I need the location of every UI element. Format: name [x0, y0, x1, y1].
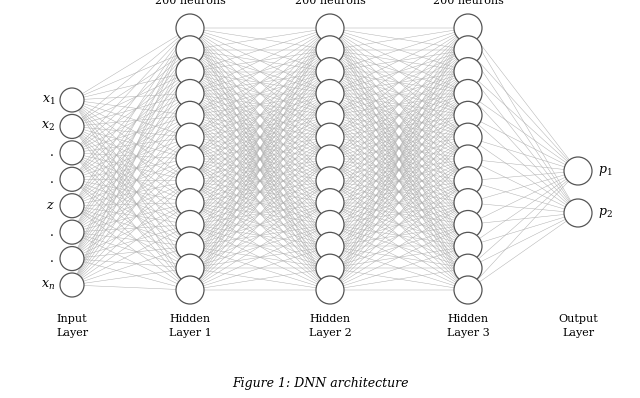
Circle shape — [454, 123, 482, 151]
Text: Figure 1: DNN architecture: Figure 1: DNN architecture — [232, 377, 408, 390]
Circle shape — [454, 254, 482, 282]
Circle shape — [454, 58, 482, 86]
Text: .: . — [50, 146, 54, 159]
Circle shape — [454, 36, 482, 64]
Circle shape — [176, 254, 204, 282]
Circle shape — [60, 167, 84, 191]
Circle shape — [60, 247, 84, 271]
Circle shape — [454, 211, 482, 238]
Circle shape — [60, 115, 84, 139]
Circle shape — [454, 189, 482, 217]
Circle shape — [176, 36, 204, 64]
Circle shape — [454, 232, 482, 260]
Circle shape — [564, 157, 592, 185]
Circle shape — [454, 80, 482, 107]
Circle shape — [176, 211, 204, 238]
Text: $x_n$: $x_n$ — [41, 279, 55, 292]
Text: .: . — [50, 226, 54, 239]
Circle shape — [316, 167, 344, 195]
Text: .: . — [50, 252, 54, 265]
Text: Output
Layer: Output Layer — [558, 314, 598, 338]
Circle shape — [316, 254, 344, 282]
Circle shape — [176, 232, 204, 260]
Text: Hidden
Layer 2: Hidden Layer 2 — [308, 314, 351, 338]
Circle shape — [316, 58, 344, 86]
Circle shape — [60, 194, 84, 218]
Circle shape — [176, 58, 204, 86]
Circle shape — [60, 141, 84, 165]
Circle shape — [316, 36, 344, 64]
Circle shape — [316, 189, 344, 217]
Circle shape — [454, 101, 482, 129]
Text: $x_1$: $x_1$ — [42, 94, 55, 107]
Circle shape — [176, 167, 204, 195]
Circle shape — [176, 14, 204, 42]
Circle shape — [454, 167, 482, 195]
Circle shape — [176, 189, 204, 217]
Circle shape — [60, 220, 84, 244]
Text: $z$: $z$ — [46, 199, 55, 212]
Text: 200 neurons: 200 neurons — [155, 0, 225, 6]
Circle shape — [176, 123, 204, 151]
Circle shape — [176, 145, 204, 173]
Circle shape — [176, 276, 204, 304]
Text: Input
Layer: Input Layer — [56, 314, 88, 338]
Circle shape — [564, 199, 592, 227]
Circle shape — [176, 80, 204, 107]
Circle shape — [316, 276, 344, 304]
Text: $p_2$: $p_2$ — [598, 206, 612, 220]
Circle shape — [316, 14, 344, 42]
Circle shape — [316, 101, 344, 129]
Text: Hidden
Layer 3: Hidden Layer 3 — [447, 314, 490, 338]
Circle shape — [316, 145, 344, 173]
Text: Hidden
Layer 1: Hidden Layer 1 — [168, 314, 211, 338]
Text: $p_1$: $p_1$ — [598, 164, 612, 178]
Circle shape — [316, 211, 344, 238]
Circle shape — [454, 14, 482, 42]
Circle shape — [176, 101, 204, 129]
Circle shape — [454, 145, 482, 173]
Circle shape — [454, 276, 482, 304]
Circle shape — [316, 232, 344, 260]
Text: 200 neurons: 200 neurons — [433, 0, 504, 6]
Text: 200 neurons: 200 neurons — [294, 0, 365, 6]
Text: .: . — [50, 173, 54, 186]
Circle shape — [60, 88, 84, 112]
Text: $x_2$: $x_2$ — [41, 120, 55, 133]
Circle shape — [60, 273, 84, 297]
Circle shape — [316, 123, 344, 151]
Circle shape — [316, 80, 344, 107]
